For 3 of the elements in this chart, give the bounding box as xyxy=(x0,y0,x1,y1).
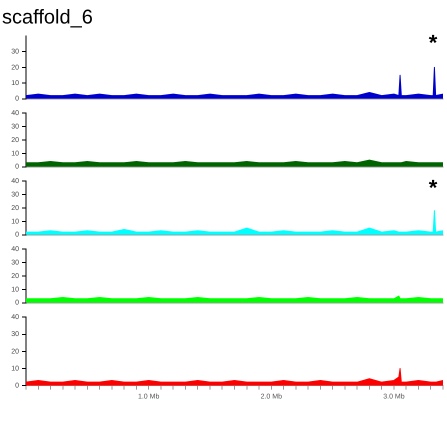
annotation: * xyxy=(428,175,438,200)
chart-title: scaffold_6 xyxy=(2,6,93,29)
annotation: * xyxy=(428,30,438,55)
